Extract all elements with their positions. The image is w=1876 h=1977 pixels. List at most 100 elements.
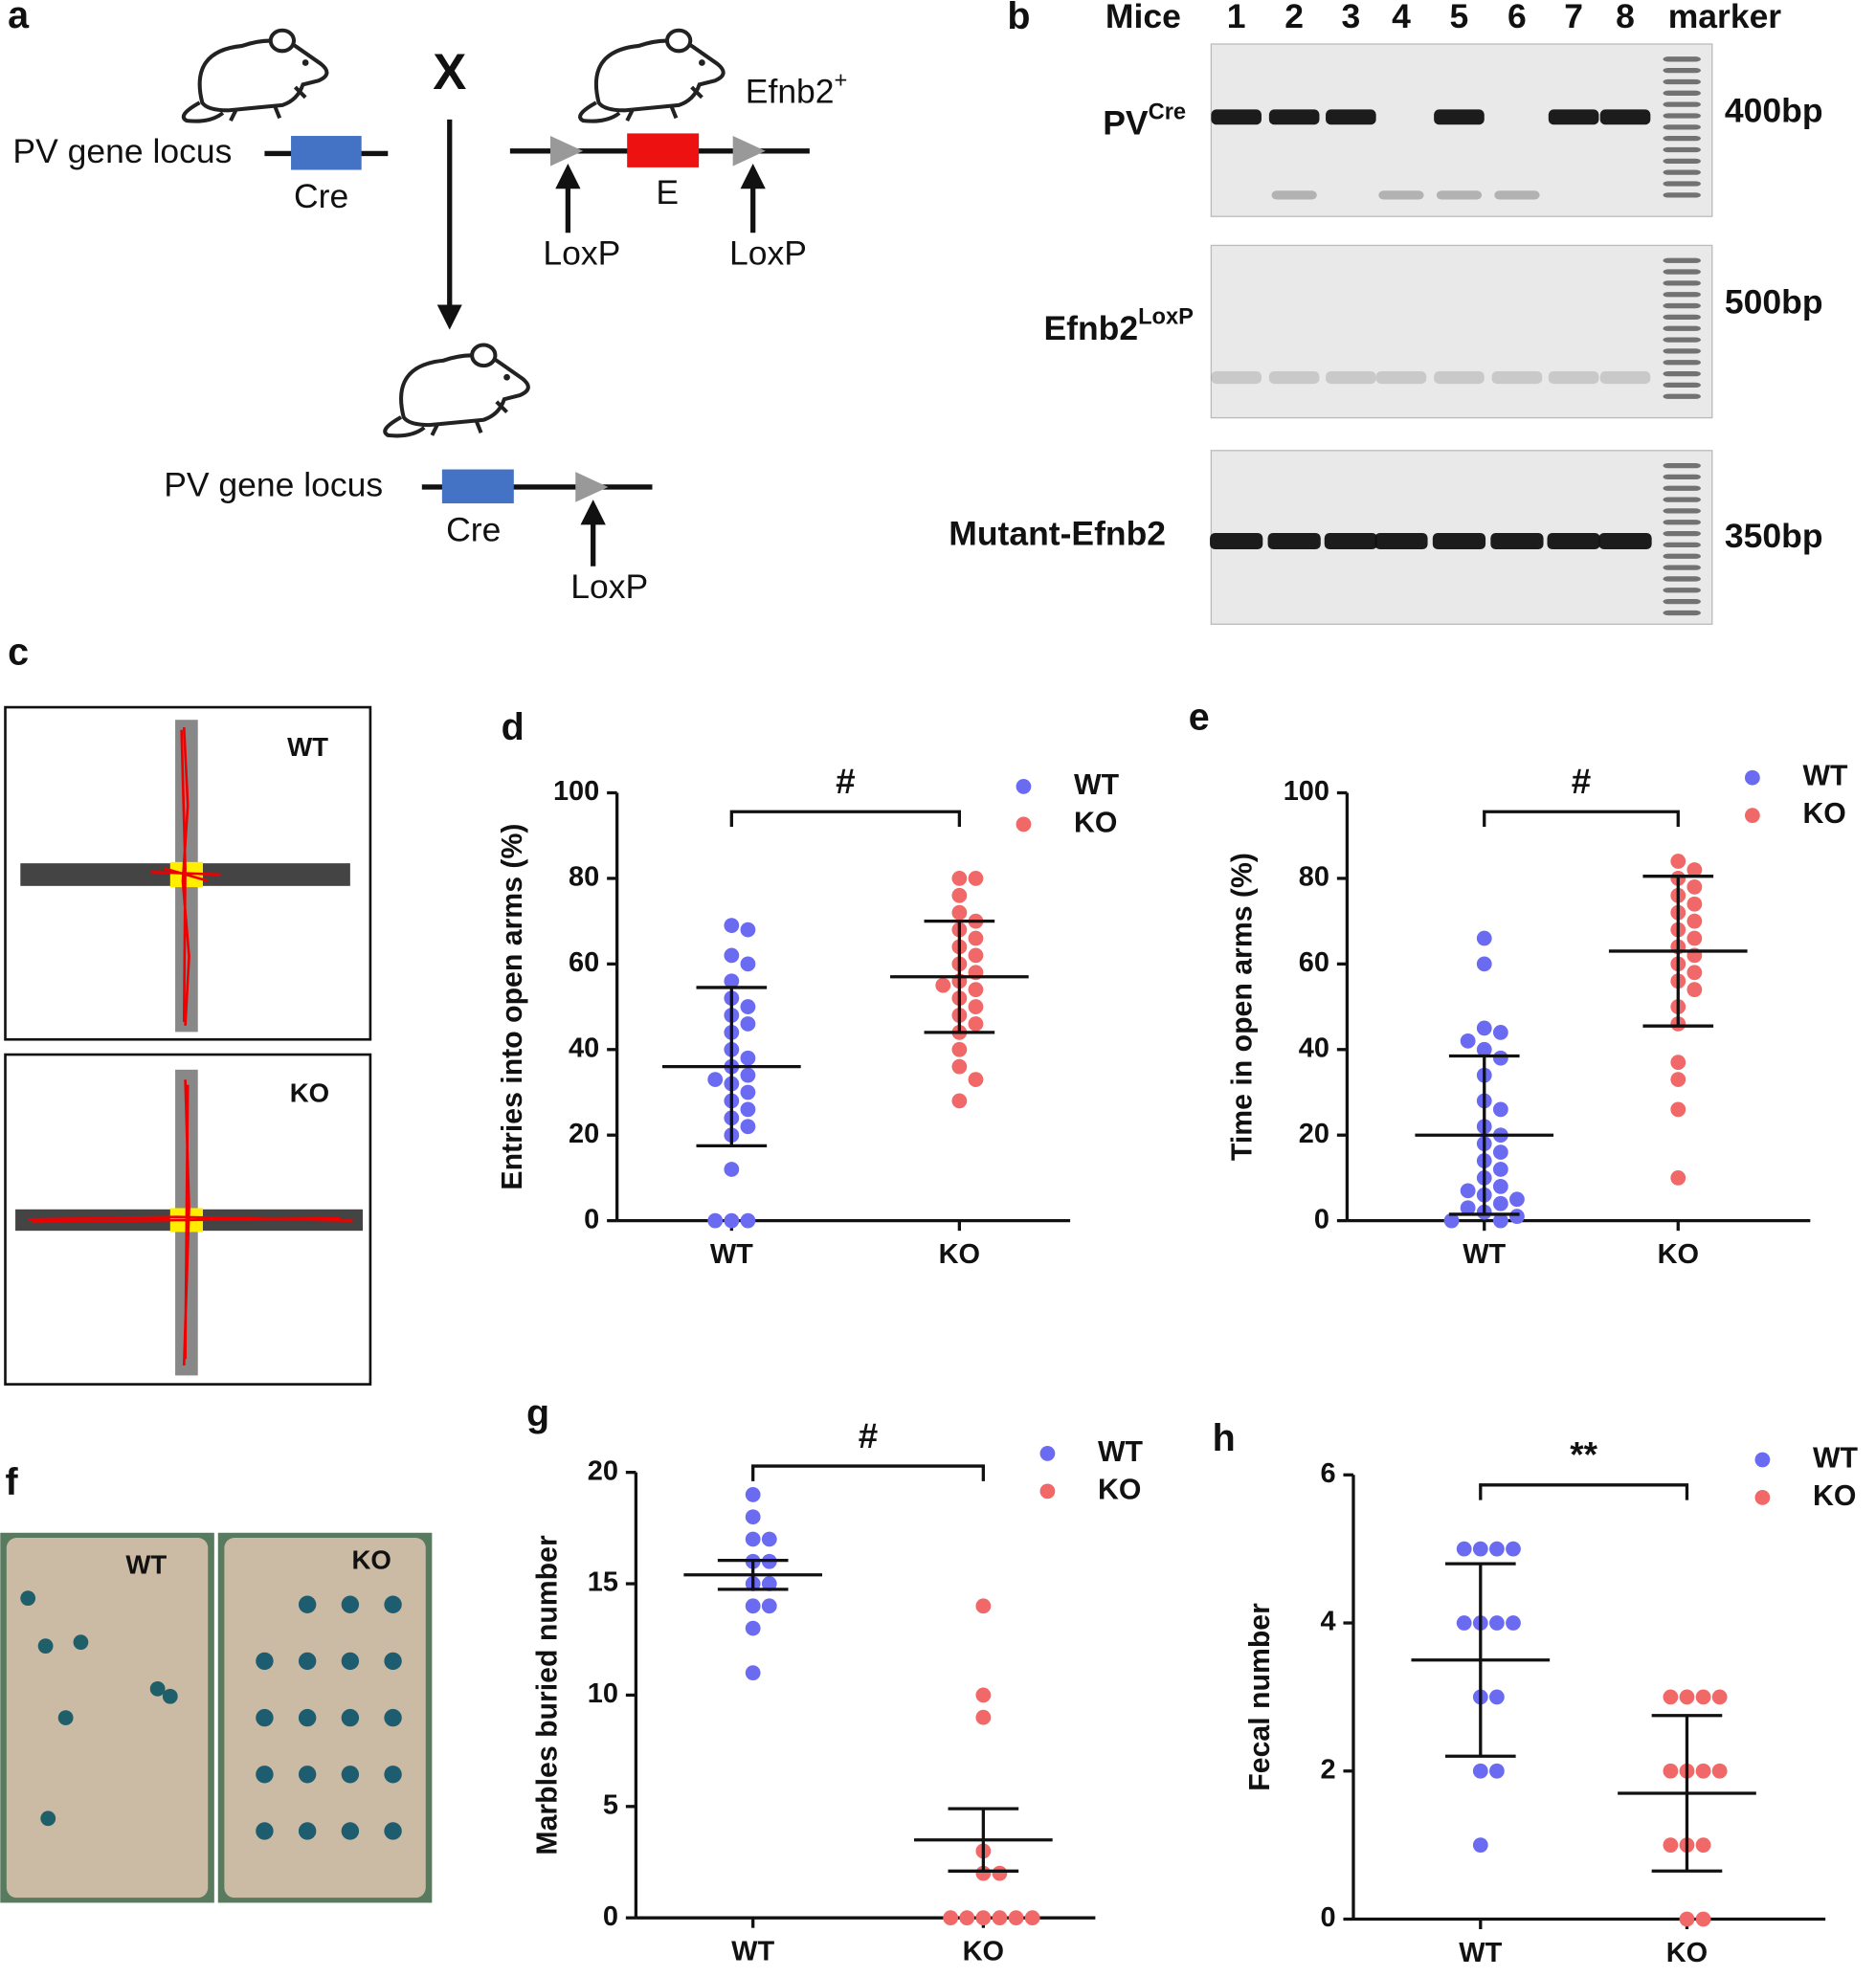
data-point — [1663, 1689, 1679, 1705]
gene-label: Cre — [446, 511, 501, 549]
band — [1663, 553, 1701, 559]
gene-label: Cre — [294, 177, 348, 215]
band — [1434, 109, 1485, 125]
data-point — [1443, 1212, 1460, 1229]
band — [1663, 508, 1701, 514]
band — [1663, 462, 1701, 469]
data-point — [1695, 1689, 1711, 1705]
y-axis-label: Entries into open arms (%) — [497, 824, 528, 1190]
significance-bracket — [1479, 1483, 1689, 1500]
band — [1548, 370, 1599, 385]
band — [1663, 169, 1701, 175]
legend-label: WT — [1098, 1436, 1144, 1468]
band — [1663, 370, 1701, 377]
gel — [1210, 43, 1713, 217]
x-tick-label: KO — [1658, 1239, 1699, 1270]
band — [1663, 610, 1701, 616]
band — [1663, 56, 1701, 62]
x-tick-label: KO — [1666, 1938, 1708, 1968]
data-point — [968, 1072, 984, 1087]
band — [1663, 520, 1701, 525]
mouse-icon — [580, 31, 724, 122]
significance-label: # — [836, 762, 855, 801]
marble — [37, 1638, 54, 1655]
data-point — [1695, 1911, 1711, 1927]
y-tick-label: 6 — [1320, 1458, 1335, 1489]
band — [1375, 370, 1427, 385]
marble — [341, 1708, 360, 1727]
gel-label: Mutant-Efnb2 — [949, 515, 1166, 553]
data-point — [1686, 896, 1703, 912]
band — [1268, 370, 1320, 385]
data-point — [1670, 854, 1686, 869]
marble — [384, 1766, 402, 1784]
band — [1547, 532, 1600, 550]
panel-label: d — [502, 706, 525, 748]
data-point — [1492, 1212, 1508, 1229]
y-axis-label: Marbles buried number — [532, 1535, 564, 1855]
band — [1663, 302, 1701, 309]
gel-sup: Cre — [1149, 100, 1186, 125]
band — [1599, 370, 1651, 385]
y-tick-label: 4 — [1320, 1607, 1335, 1637]
data-point — [951, 1058, 968, 1075]
gel-name: PV — [1103, 104, 1149, 143]
data-point — [959, 1910, 975, 1926]
gel-name: Efnb2 — [1043, 309, 1138, 347]
data-point — [1492, 1025, 1508, 1040]
data-point — [745, 1509, 761, 1525]
data-point — [724, 947, 740, 964]
data-point — [745, 1665, 761, 1681]
marble — [20, 1590, 36, 1607]
band — [1326, 109, 1376, 125]
y-tick-label: 0 — [603, 1901, 618, 1932]
data-point — [1663, 1837, 1679, 1854]
data-point — [1492, 1101, 1508, 1118]
data-point — [1456, 1541, 1472, 1557]
data-point — [968, 947, 984, 964]
legend-label: KO — [1098, 1474, 1141, 1505]
allele-name: Efnb2 — [746, 73, 835, 111]
panel-label: h — [1213, 1417, 1236, 1459]
band — [1663, 78, 1701, 85]
band-size: 500bp — [1725, 283, 1823, 322]
locus-label: PV gene locus — [12, 132, 232, 170]
panel-label: e — [1189, 697, 1210, 739]
x-tick-label: WT — [1463, 1239, 1506, 1270]
data-point — [724, 918, 740, 934]
marble — [384, 1595, 402, 1613]
band — [1271, 190, 1317, 200]
band — [1663, 90, 1701, 96]
data-point — [1476, 1020, 1492, 1036]
y-tick-label: 60 — [1299, 947, 1329, 978]
marble — [384, 1822, 402, 1840]
allele-label: Efnb2+ — [746, 69, 848, 111]
band — [1663, 68, 1701, 74]
band — [1663, 337, 1701, 343]
marble — [298, 1766, 317, 1784]
band — [1663, 497, 1701, 502]
track — [28, 1079, 353, 1366]
marble — [298, 1595, 317, 1613]
x-tick-label: WT — [1459, 1938, 1502, 1968]
loxp-label: LoxP — [570, 567, 648, 606]
data-point — [707, 1072, 724, 1087]
data-point — [1472, 1763, 1488, 1779]
data-point — [1489, 1541, 1505, 1557]
legend-label: WT — [1802, 761, 1848, 792]
band — [1663, 565, 1701, 570]
cre-box — [441, 469, 514, 504]
marker-label: marker — [1668, 0, 1782, 35]
significance-bracket — [1483, 810, 1680, 828]
band — [1663, 382, 1701, 389]
band — [1599, 109, 1651, 125]
data-point — [992, 1865, 1008, 1881]
data-point — [968, 982, 984, 998]
data-point — [1506, 1615, 1521, 1631]
data-point — [745, 1598, 761, 1614]
data-point — [951, 1093, 968, 1109]
legend-label: KO — [1802, 798, 1845, 830]
panel-label: f — [6, 1461, 19, 1503]
panel-label: c — [8, 631, 29, 673]
data-point — [1663, 1763, 1679, 1779]
